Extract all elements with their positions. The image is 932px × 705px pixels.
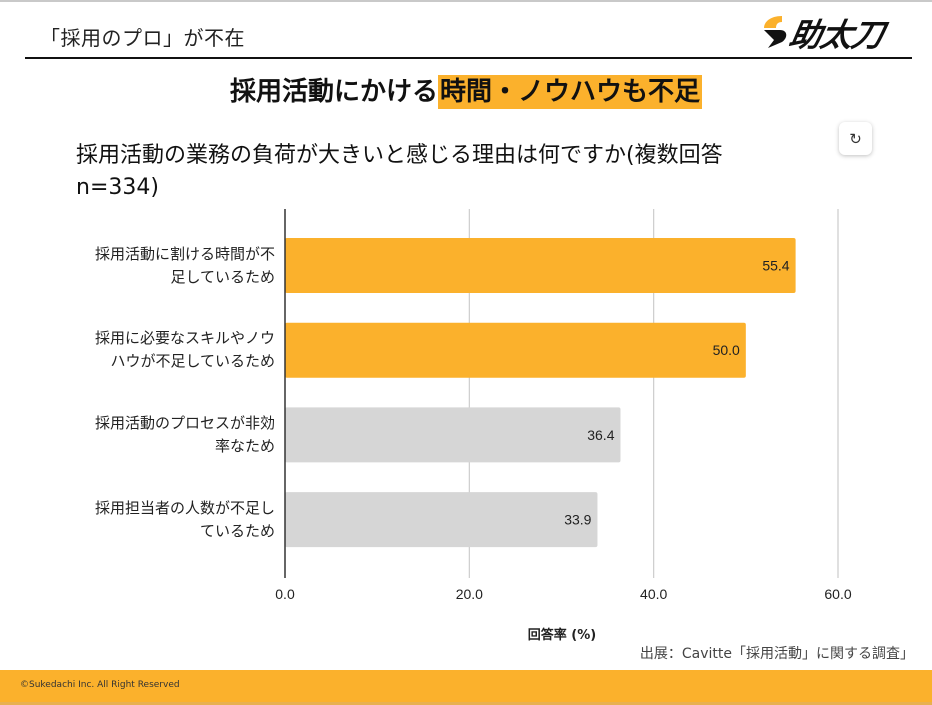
category-label-line: ているため [199,521,275,540]
category-label-line: 採用活動に割ける時間が不 [94,244,275,263]
category-label-line: 採用に必要なスキルやノウ [94,329,275,348]
x-tick-label-2: 40.0 [640,586,667,602]
section-title: 「採用のプロ」が不在 [40,26,245,50]
x-axis-title: 回答率 (%) [527,628,597,643]
bar-value-label-2: 36.4 [587,427,614,443]
category-label-line: ハウが不足しているため [110,352,275,371]
source-note: 出展：Cavitte「採用活動」に関する調査」 [639,646,914,662]
copyright-text: ©Sukedachi Inc. All Right Reserved [20,680,180,690]
bar-value-label-1: 50.0 [713,342,740,358]
company-logo: 助太刀 [760,12,920,54]
bar-value-label-3: 33.9 [564,512,591,528]
bar-0 [285,238,796,293]
category-label-3: 採用担当者の人数が不足しているため [45,497,275,543]
category-label-line: 採用活動のプロセスが非効 [94,413,275,432]
chart-title-line-1: 採用活動の業務の負荷が大きいと感じる理由は何ですか(複数回答 [76,143,723,168]
chart-title-line-2: n=334) [76,175,159,200]
x-tick-label-1: 20.0 [456,586,483,602]
headline-plain: 採用活動にかける [229,77,438,107]
header-divider [25,57,912,59]
footer-bottom-edge [0,702,932,705]
bar-1 [285,322,746,378]
category-label-line: 採用担当者の人数が不足し [94,498,275,517]
refresh-icon: ↻ [849,129,862,148]
category-label-line: 足しているため [170,267,275,286]
footer: ©Sukedachi Inc. All Right Reserved [0,670,932,702]
category-label-0: 採用活動に割ける時間が不足しているため [45,243,275,289]
headline-highlight: 時間・ノウハウも不足 [438,75,703,109]
category-label-1: 採用に必要なスキルやノウハウが不足しているため [45,327,275,373]
x-tick-label-0: 0.0 [275,586,295,602]
chart-title: 採用活動の業務の負荷が大きいと感じる理由は何ですか(複数回答 n=334) [76,140,836,204]
category-label-line: 率なため [214,436,275,455]
top-border [0,0,932,2]
bar-2 [285,407,621,463]
bar-value-label-0: 55.4 [762,258,789,274]
x-tick-label-3: 60.0 [824,586,851,602]
bar-3 [285,492,598,548]
headline: 採用活動にかける時間・ノウハウも不足 [0,71,932,109]
sukedachi-logo-icon [764,16,787,48]
refresh-button[interactable]: ↻ [839,122,872,155]
category-label-2: 採用活動のプロセスが非効率なため [45,412,275,458]
